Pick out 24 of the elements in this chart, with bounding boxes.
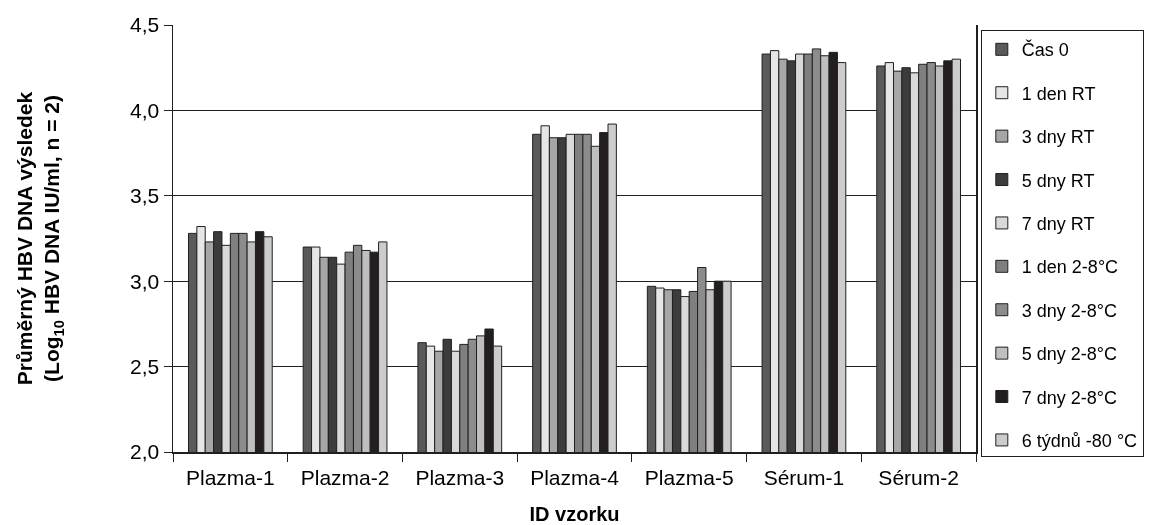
x-tick-label: Plazma-3 — [415, 465, 505, 489]
legend-label: 1 den 2-8°C — [1021, 257, 1119, 278]
y-tick-label: 2,5 — [130, 354, 160, 378]
legend-label: 5 dny 2-8°C — [1021, 344, 1118, 365]
y-tick-label: 4,5 — [130, 13, 160, 37]
y-tick-label: 3,0 — [130, 269, 160, 293]
legend-label: 3 dny RT — [1021, 127, 1095, 148]
legend-label: Čas 0 — [1021, 39, 1069, 61]
x-tick-label: Sérum-1 — [763, 465, 845, 489]
x-tick-label: Plazma-2 — [300, 465, 390, 489]
y-tick-label: 2,0 — [130, 440, 160, 464]
x-tick-label: Plazma-1 — [186, 465, 275, 489]
x-axis-title: ID vzorku — [529, 503, 620, 525]
legend-label: 1 den RT — [1021, 83, 1096, 104]
x-tick-label: Sérum-2 — [878, 465, 959, 489]
x-tick-label: Plazma-4 — [530, 465, 620, 489]
legend-label: 7 dny 2-8°C — [1021, 387, 1118, 408]
y-tick-label: 3,5 — [130, 184, 160, 208]
legend-label: 7 dny RT — [1021, 213, 1095, 234]
y-tick-label: 4,0 — [130, 98, 160, 122]
legend-label: 5 dny RT — [1021, 170, 1095, 191]
legend-label: 6 týdnů -80 °C — [1021, 430, 1138, 451]
x-tick-label: Plazma-5 — [644, 465, 734, 489]
legend-label: 3 dny 2-8°C — [1021, 300, 1118, 321]
